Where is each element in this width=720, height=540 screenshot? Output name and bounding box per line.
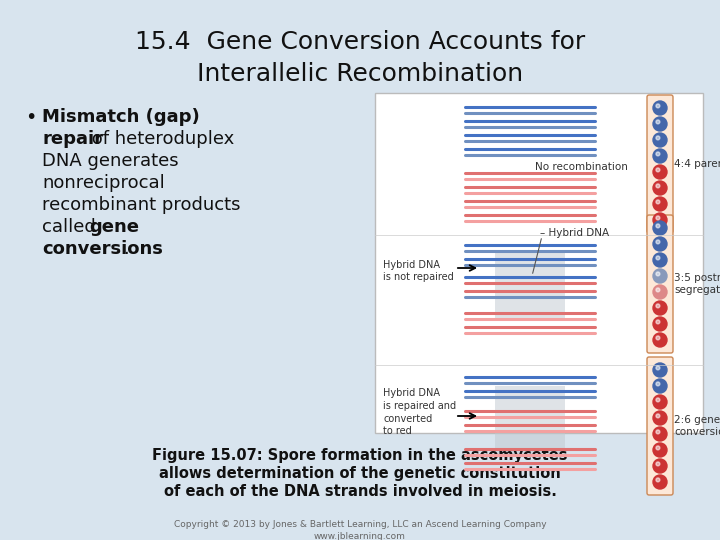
Circle shape (653, 395, 667, 409)
Circle shape (653, 237, 667, 251)
Text: .: . (123, 240, 129, 258)
Text: 4:4 parental ratio: 4:4 parental ratio (674, 159, 720, 169)
Circle shape (656, 382, 660, 386)
Circle shape (656, 136, 660, 140)
Text: of each of the DNA strands involved in meiosis.: of each of the DNA strands involved in m… (163, 484, 557, 499)
Circle shape (653, 253, 667, 267)
Circle shape (653, 427, 667, 441)
Text: Hybrid DNA
is repaired and
converted
to red: Hybrid DNA is repaired and converted to … (383, 388, 456, 436)
FancyBboxPatch shape (647, 95, 673, 233)
FancyBboxPatch shape (495, 250, 565, 318)
Circle shape (656, 240, 660, 244)
Circle shape (653, 165, 667, 179)
Circle shape (656, 320, 660, 324)
Circle shape (653, 379, 667, 393)
Text: nonreciprocal: nonreciprocal (42, 174, 165, 192)
Circle shape (653, 213, 667, 227)
Circle shape (656, 184, 660, 188)
Circle shape (656, 120, 660, 124)
Circle shape (653, 459, 667, 473)
Circle shape (656, 272, 660, 276)
Circle shape (653, 411, 667, 425)
Circle shape (653, 117, 667, 131)
Text: – Hybrid DNA: – Hybrid DNA (540, 228, 609, 238)
Text: DNA generates: DNA generates (42, 152, 179, 170)
Text: No recombination: No recombination (535, 162, 628, 172)
Circle shape (653, 285, 667, 299)
Circle shape (653, 475, 667, 489)
Circle shape (656, 104, 660, 108)
Circle shape (656, 414, 660, 418)
Text: 15.4  Gene Conversion Accounts for: 15.4 Gene Conversion Accounts for (135, 30, 585, 54)
Text: Copyright © 2013 by Jones & Bartlett Learning, LLC an Ascend Learning Company
ww: Copyright © 2013 by Jones & Bartlett Lea… (174, 520, 546, 540)
Text: 3:5 postmeiotic
segregation: 3:5 postmeiotic segregation (674, 273, 720, 295)
Circle shape (656, 336, 660, 340)
Circle shape (653, 197, 667, 211)
FancyBboxPatch shape (647, 215, 673, 353)
Circle shape (653, 269, 667, 283)
Circle shape (656, 168, 660, 172)
Circle shape (653, 149, 667, 163)
Circle shape (653, 317, 667, 331)
Text: called: called (42, 218, 102, 236)
FancyBboxPatch shape (647, 357, 673, 495)
FancyBboxPatch shape (375, 93, 703, 433)
Text: recombinant products: recombinant products (42, 196, 240, 214)
Circle shape (656, 200, 660, 204)
Circle shape (656, 462, 660, 466)
Text: Figure 15.07: Spore formation in the ascomycetes: Figure 15.07: Spore formation in the asc… (152, 448, 568, 463)
Text: •: • (25, 108, 37, 127)
Text: conversions: conversions (42, 240, 163, 258)
Circle shape (653, 221, 667, 235)
Circle shape (653, 333, 667, 347)
Circle shape (656, 224, 660, 228)
Circle shape (653, 301, 667, 315)
Text: 2:6 gene
conversion: 2:6 gene conversion (674, 415, 720, 437)
Circle shape (656, 304, 660, 308)
Text: of heteroduplex: of heteroduplex (86, 130, 235, 148)
Circle shape (656, 478, 660, 482)
Circle shape (656, 216, 660, 220)
Circle shape (653, 101, 667, 115)
FancyBboxPatch shape (495, 386, 565, 454)
Circle shape (656, 288, 660, 292)
Circle shape (656, 152, 660, 156)
Circle shape (653, 363, 667, 377)
Text: gene: gene (89, 218, 140, 236)
Text: Mismatch (gap): Mismatch (gap) (42, 108, 199, 126)
Circle shape (653, 181, 667, 195)
Circle shape (653, 443, 667, 457)
Text: allows determination of the genetic constitution: allows determination of the genetic cons… (159, 466, 561, 481)
Circle shape (656, 398, 660, 402)
Text: Hybrid DNA
is not repaired: Hybrid DNA is not repaired (383, 260, 454, 281)
Circle shape (656, 366, 660, 370)
Text: repair: repair (42, 130, 103, 148)
Text: Interallelic Recombination: Interallelic Recombination (197, 62, 523, 86)
Circle shape (656, 446, 660, 450)
Circle shape (656, 256, 660, 260)
Circle shape (656, 430, 660, 434)
Circle shape (653, 133, 667, 147)
